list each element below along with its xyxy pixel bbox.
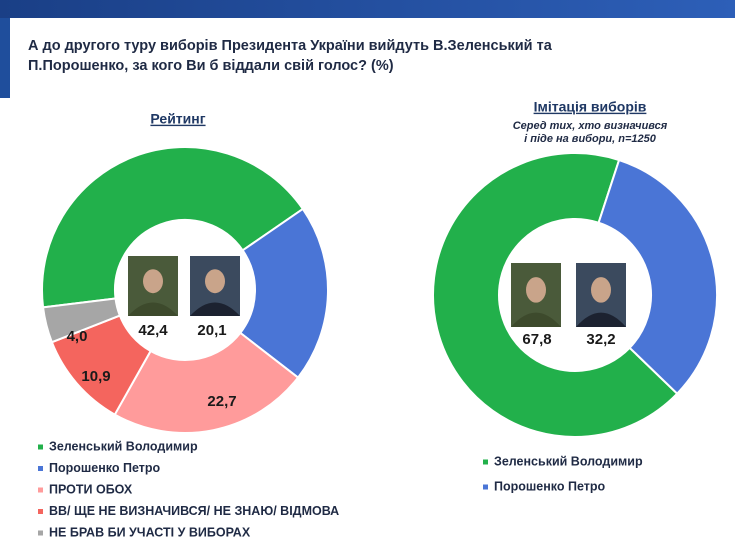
data-label: 42,4 [138, 322, 168, 339]
photo-face [526, 277, 546, 303]
photo-body [128, 302, 178, 316]
donut-slice [238, 207, 329, 380]
donut-slice [41, 297, 122, 344]
donut-slice [41, 146, 305, 309]
header-bar [0, 0, 735, 18]
photo-face [143, 269, 163, 294]
side-bar [0, 18, 10, 98]
legend-label: Порошенко Петро [494, 479, 606, 493]
legend-label: Зеленський Володимир [49, 439, 198, 453]
photo-body [511, 312, 561, 327]
title: П.Порошенко, за кого Ви б віддали свій г… [28, 58, 394, 74]
legend-swatch [483, 484, 488, 490]
legend-label: Зеленський Володимир [494, 454, 643, 468]
donut-slice [113, 331, 300, 434]
data-label: 20,1 [197, 322, 226, 339]
donut-slice [597, 158, 718, 396]
legend-swatch [38, 530, 43, 536]
legend-label: Порошенко Петро [49, 461, 161, 475]
photo-body [576, 312, 626, 327]
legend-swatch [38, 509, 43, 514]
data-label: 22,7 [207, 393, 236, 410]
chart-title: Імітація виборів [534, 99, 647, 115]
photo-face [591, 277, 611, 303]
legend-swatch [38, 466, 43, 471]
data-label: 4,0 [67, 328, 88, 345]
legend-swatch [38, 487, 43, 493]
title: А до другого туру виборів Президента Укр… [28, 38, 553, 54]
data-label: 67,8 [522, 331, 551, 348]
legend-label: ВВ/ ЩЕ НЕ ВИЗНАЧИВСЯ/ НЕ ЗНАЮ/ ВІДМОВА [49, 504, 339, 518]
photo-body [190, 302, 240, 316]
note: і піде на вибори, n=1250 [524, 133, 657, 145]
photo-face [205, 269, 225, 294]
legend-label: НЕ БРАВ БИ УЧАСТІ У ВИБОРАХ [49, 525, 251, 539]
data-label: 10,9 [81, 368, 110, 385]
data-label: 32,2 [586, 331, 615, 348]
legend-swatch [38, 444, 43, 450]
chart-title: Рейтинг [150, 111, 205, 127]
legend-label: ПРОТИ ОБОХ [49, 482, 133, 496]
donut-slice [432, 152, 679, 438]
legend-swatch [483, 459, 488, 465]
note: Серед тих, хто визначився [513, 120, 668, 132]
